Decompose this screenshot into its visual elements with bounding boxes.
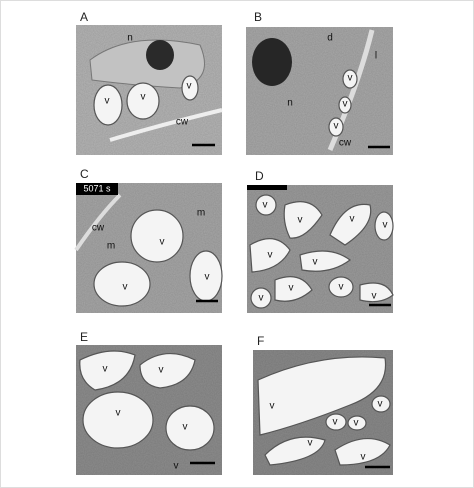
annotation: cw (176, 117, 189, 128)
vacuole (255, 194, 277, 216)
annotation: l (375, 51, 377, 62)
annotation: v (343, 99, 348, 110)
annotation: cw (339, 138, 352, 149)
vacuole (329, 203, 372, 246)
annotation: n (287, 98, 293, 109)
annotation: v (259, 293, 264, 304)
annotation: v (361, 452, 366, 463)
annotation: v (350, 214, 355, 225)
nucleus (89, 39, 205, 89)
nucleolus (146, 40, 174, 70)
panel-label: C (80, 167, 89, 181)
vacuole (374, 211, 394, 241)
vacuole (325, 413, 347, 431)
annotation: n (127, 33, 133, 44)
annotation: v (372, 291, 377, 302)
annotation: v (334, 121, 339, 132)
annotation: v (123, 282, 128, 293)
label-box (247, 185, 287, 190)
panel-c: 5071 s C cw m m v v v (74, 167, 223, 313)
vacuole (139, 353, 196, 389)
panel-b: B d n v v v l cw (246, 10, 393, 155)
annotation: v (160, 237, 165, 248)
annotation: v (289, 283, 294, 294)
vacuole (342, 69, 358, 89)
vacuole (328, 117, 344, 137)
annotation: v (383, 220, 388, 231)
vacuole (274, 276, 313, 302)
annotation: v (354, 418, 359, 429)
panel-f: F v v v v v v (253, 334, 393, 475)
panel-a: A n v v v cw (76, 10, 223, 155)
vacuole (359, 282, 394, 303)
vacuole (257, 356, 387, 436)
annotation: v (159, 365, 164, 376)
annotation: 5071 s (83, 183, 111, 193)
panel-d: D v v v v v v v v v v (247, 169, 394, 313)
annotation: v (333, 417, 338, 428)
annotation: v (339, 282, 344, 293)
vacuole (299, 250, 352, 272)
annotation: v (263, 200, 268, 211)
annotation: m (197, 208, 205, 219)
annotation: v (141, 92, 146, 103)
vacuole (250, 287, 272, 309)
annotation: m (107, 241, 115, 252)
annotation: v (187, 81, 192, 92)
annotation: v (103, 364, 108, 375)
label-box (76, 183, 118, 195)
annotation: v (205, 272, 210, 283)
vacuole (165, 405, 215, 451)
panel-label: D (255, 169, 264, 183)
panel-label: F (257, 334, 264, 348)
vacuole (82, 391, 154, 449)
annotation: v (298, 215, 303, 226)
annotation: v (378, 399, 383, 410)
cell-wall (74, 193, 122, 252)
vacuole (93, 84, 123, 126)
annotation: v (105, 96, 110, 107)
annotation: d (327, 33, 333, 44)
vacuole (328, 276, 354, 298)
vacuole (93, 261, 151, 307)
annotation: v (308, 438, 313, 449)
annotation: v (174, 461, 179, 472)
annotation: v (183, 422, 188, 433)
vacuole (347, 415, 367, 431)
annotation: v (270, 401, 275, 412)
vacuole (79, 350, 136, 391)
vacuole (249, 238, 291, 273)
panel-label: B (254, 10, 262, 24)
panel-label: E (80, 330, 88, 344)
annotation: v (313, 257, 318, 268)
cell-wall (109, 108, 223, 142)
vacuole (371, 395, 391, 413)
vacuole (264, 436, 326, 466)
annotation: cw (92, 223, 105, 234)
panel-e: E v v v v v (76, 330, 222, 475)
annotation: v (268, 250, 273, 261)
vacuole (334, 438, 391, 466)
vacuole (181, 75, 199, 101)
vacuole (130, 209, 184, 263)
annotation: v (116, 408, 121, 419)
nucleolus (252, 38, 292, 86)
vacuole (283, 201, 323, 239)
vacuole (126, 82, 160, 120)
annotation: v (348, 73, 353, 84)
panel-label: A (80, 10, 88, 24)
vacuole (338, 96, 352, 114)
